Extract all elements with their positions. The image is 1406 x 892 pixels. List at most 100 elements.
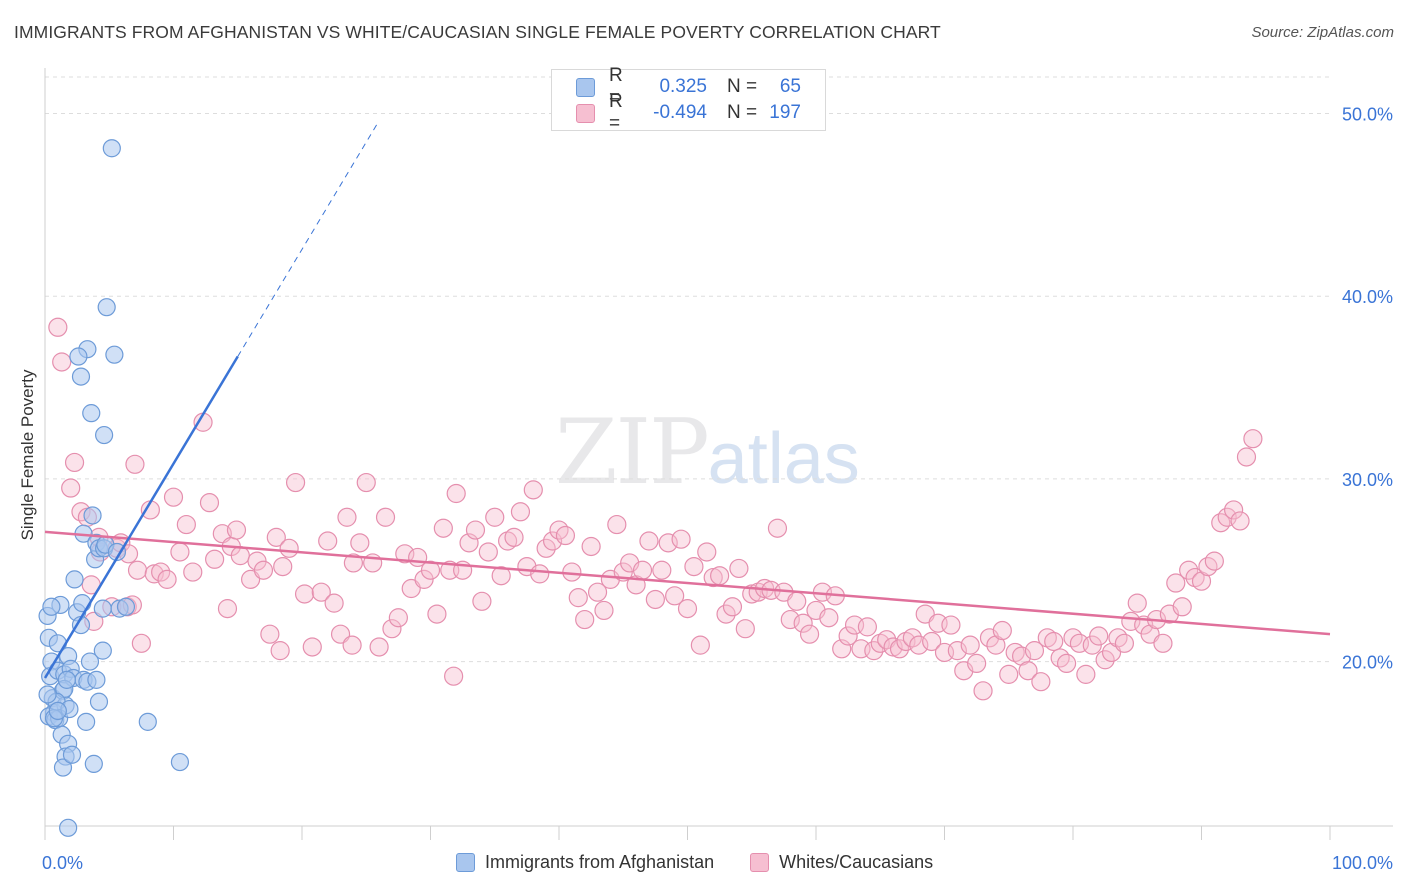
chart-title: IMMIGRANTS FROM AFGHANISTAN VS WHITE/CAU… <box>14 22 941 42</box>
y-tick-label: 20.0% <box>1342 653 1393 673</box>
data-point-whites <box>472 591 492 611</box>
source-label: Source: ZipAtlas.com <box>1251 24 1394 41</box>
data-point-whites <box>491 566 511 586</box>
data-point-afghanistan <box>84 754 103 773</box>
data-point-afghanistan <box>53 758 73 777</box>
data-point-whites <box>285 472 306 493</box>
data-point-whites <box>960 635 980 655</box>
data-point-whites <box>1179 560 1199 580</box>
data-point-whites <box>350 533 370 553</box>
data-point-whites <box>504 527 524 547</box>
data-point-whites <box>273 556 293 577</box>
data-point-whites <box>722 597 743 617</box>
data-point-whites <box>1056 653 1077 674</box>
data-point-whites <box>199 493 220 513</box>
data-point-afghanistan <box>87 670 106 689</box>
watermark: ZIPatlas <box>555 400 860 505</box>
legend-r-value: -0.494 <box>653 102 707 123</box>
data-point-whites <box>684 556 704 577</box>
data-point-whites <box>510 502 531 522</box>
data-point-whites <box>787 591 807 611</box>
data-point-whites <box>324 593 344 613</box>
data-point-whites <box>780 609 800 630</box>
data-point-whites <box>253 560 274 580</box>
data-point-whites <box>658 533 678 553</box>
data-point-whites <box>260 624 280 644</box>
data-point-whites <box>1005 642 1025 663</box>
data-point-whites <box>1031 672 1051 692</box>
data-point-whites <box>536 538 556 558</box>
legend-swatch-blue <box>576 77 595 97</box>
data-point-whites <box>716 604 736 624</box>
data-point-whites <box>498 531 518 551</box>
data-point-afghanistan <box>105 345 124 364</box>
data-point-whites <box>294 584 315 604</box>
data-point-whites <box>465 520 486 540</box>
data-point-whites <box>1076 664 1096 684</box>
data-point-whites <box>530 564 550 584</box>
data-point-whites <box>729 558 749 579</box>
x-tick-label: 0.0% <box>42 853 83 873</box>
data-point-afghanistan <box>65 570 84 589</box>
data-point-afghanistan <box>38 685 57 704</box>
watermark-atlas: atlas <box>707 419 860 499</box>
data-point-afghanistan <box>59 818 78 837</box>
data-point-whites <box>555 525 576 546</box>
data-point-whites <box>375 507 396 527</box>
data-point-whites <box>1204 551 1224 571</box>
data-point-whites <box>226 520 247 540</box>
data-point-whites <box>1095 650 1115 670</box>
data-point-whites <box>857 617 878 637</box>
data-point-afghanistan <box>138 712 157 731</box>
data-point-whites <box>125 454 145 474</box>
data-point-whites <box>48 317 68 337</box>
data-point-whites <box>170 542 190 562</box>
data-point-afghanistan <box>77 712 96 731</box>
data-point-whites <box>1018 661 1038 681</box>
data-point-afghanistan <box>71 367 91 386</box>
data-point-whites <box>369 637 389 657</box>
data-point-whites <box>342 635 362 655</box>
data-point-whites <box>279 538 299 558</box>
data-point-whites <box>151 562 171 582</box>
data-point-whites <box>1172 597 1192 617</box>
data-point-whites <box>607 514 627 535</box>
legend-row-blue: R = 0.325 N = 65 <box>576 65 801 108</box>
data-point-whites <box>302 637 322 657</box>
data-point-whites <box>690 635 710 655</box>
data-point-whites <box>64 452 85 473</box>
data-point-whites <box>131 633 151 653</box>
data-point-whites <box>652 560 672 580</box>
legend-n-label: N = <box>727 76 758 97</box>
data-point-whites <box>665 586 685 606</box>
data-point-afghanistan <box>73 594 92 613</box>
data-point-whites <box>1185 567 1205 588</box>
data-point-whites <box>581 536 601 557</box>
series-legend-item-afghanistan: Immigrants from Afghanistan <box>456 852 714 873</box>
data-point-whites <box>163 487 184 507</box>
data-point-afghanistan <box>170 752 190 772</box>
data-point-whites <box>909 635 929 655</box>
data-point-whites <box>205 549 225 569</box>
data-point-whites <box>266 527 286 547</box>
data-point-whites <box>446 483 466 504</box>
data-point-whites <box>922 631 942 652</box>
data-point-whites <box>896 631 916 652</box>
data-point-whites <box>217 599 238 619</box>
data-point-whites <box>176 514 196 535</box>
data-point-whites <box>967 653 987 674</box>
data-point-whites <box>485 507 505 527</box>
data-point-whites <box>230 546 250 566</box>
data-point-whites <box>1089 626 1109 646</box>
data-point-afghanistan <box>57 670 76 689</box>
data-point-whites <box>1114 633 1135 653</box>
data-point-whites <box>1024 641 1045 661</box>
data-point-whites <box>639 531 659 551</box>
legend-r-value: 0.325 <box>659 76 707 97</box>
data-point-whites <box>735 619 755 639</box>
legend-n-value: 65 <box>779 76 801 97</box>
data-point-whites <box>632 560 653 580</box>
series-legend-label: Immigrants from Afghanistan <box>485 852 715 872</box>
data-point-afghanistan <box>116 597 136 616</box>
data-point-whites <box>902 628 922 648</box>
